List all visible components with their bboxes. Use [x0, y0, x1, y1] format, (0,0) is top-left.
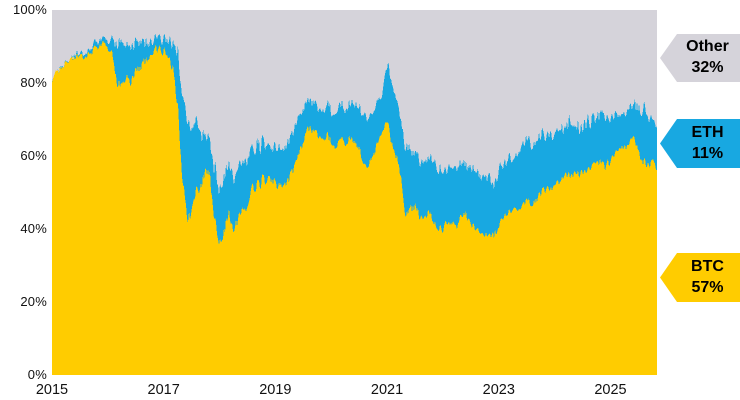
x-tick-label-2025: 2025: [594, 382, 627, 398]
x-tick-label-2017: 2017: [147, 382, 180, 398]
btc-area: [52, 40, 657, 376]
x-tick-label-2023: 2023: [482, 382, 515, 398]
btc-label-name: BTC: [691, 257, 724, 275]
other-end-label: Other 32%: [660, 34, 740, 82]
y-tick-label-100: 100%: [12, 2, 47, 17]
x-tick-label-2019: 2019: [259, 382, 292, 398]
y-tick-label-60: 60%: [20, 148, 47, 163]
other-label-name: Other: [686, 38, 729, 56]
btc-label-value: 57%: [691, 278, 724, 296]
x-tick-label-2021: 2021: [370, 382, 404, 398]
y-tick-label-20: 20%: [20, 294, 47, 309]
eth-end-label: ETH 11%: [660, 119, 740, 168]
y-tick-label-40: 40%: [20, 221, 47, 236]
y-tick-label-0: 0%: [27, 367, 47, 382]
y-tick-label-80: 80%: [20, 75, 47, 90]
eth-label-value: 11%: [691, 144, 724, 162]
btc-end-label: BTC 57%: [660, 253, 740, 302]
x-tick-label-2015: 2015: [35, 382, 69, 398]
other-label-value: 32%: [691, 59, 724, 76]
eth-label-name: ETH: [691, 123, 724, 141]
